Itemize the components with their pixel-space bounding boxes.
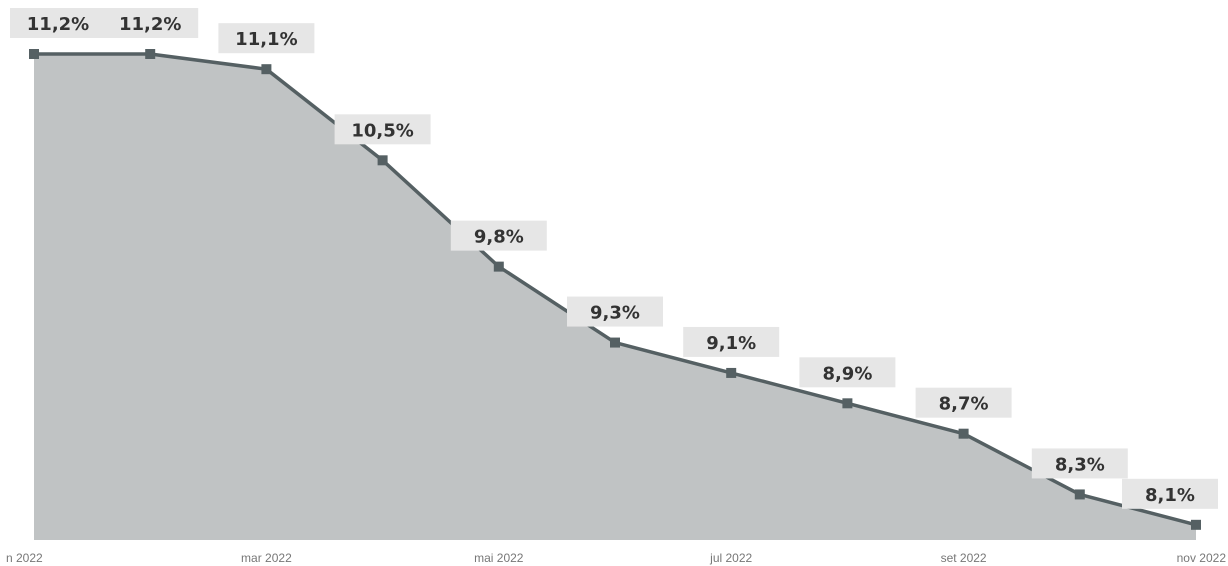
data-point-marker (493, 261, 504, 272)
data-label-text: 8,7% (939, 394, 989, 415)
data-label: 11,1% (218, 23, 315, 54)
data-label-background (102, 8, 199, 38)
data-point-marker (842, 398, 853, 409)
data-point-marker (377, 155, 388, 166)
x-tick-label: n 2022 (6, 551, 43, 565)
x-tick-label: mai 2022 (474, 551, 524, 565)
data-label: 11,2% (102, 8, 199, 38)
data-label-background (683, 326, 780, 357)
data-label: 8,9% (799, 357, 896, 388)
data-point-marker (145, 49, 156, 59)
data-label: 11,2% (10, 8, 106, 38)
data-label-text: 8,9% (822, 363, 872, 384)
data-label-text: 11,2% (27, 14, 89, 35)
data-markers (29, 49, 1201, 530)
data-label-text: 8,3% (1055, 454, 1105, 475)
data-label: 8,1% (1122, 478, 1218, 509)
data-label-text: 10,5% (351, 120, 413, 141)
data-label: 9,3% (567, 296, 663, 327)
data-label-text: 11,1% (235, 29, 297, 50)
data-point-marker (261, 64, 272, 75)
data-point-marker (958, 428, 969, 439)
data-label-background (218, 23, 315, 54)
x-tick-label: set 2022 (941, 551, 987, 565)
data-label-background (1122, 478, 1218, 509)
data-label-text: 9,1% (706, 333, 756, 354)
data-label: 10,5% (334, 114, 431, 145)
data-label-background (10, 8, 106, 38)
data-point-marker (29, 49, 39, 59)
data-label-text: 9,3% (590, 303, 640, 324)
data-point-marker (726, 367, 737, 378)
data-label-background (1031, 448, 1128, 479)
x-axis-ticks: n 2022 mar 2022 mai 2022 jul 2022 set 2022 no… (6, 551, 1226, 565)
data-label-background (567, 296, 663, 327)
data-label: 9,8% (450, 220, 547, 251)
data-label-text: 8,1% (1145, 485, 1195, 506)
data-label: 9,1% (683, 326, 780, 357)
data-label: 8,7% (915, 387, 1012, 418)
data-label-background (915, 387, 1012, 418)
data-label: 8,3% (1031, 448, 1128, 479)
data-label-text: 9,8% (474, 227, 524, 248)
data-point-marker (1191, 519, 1201, 530)
data-point-marker (1074, 489, 1085, 500)
x-tick-label: jul 2022 (709, 551, 752, 565)
x-tick-label: nov 2022 (1177, 551, 1227, 565)
data-labels: 11,2% 11,2% 11,1% 10,5% 9,8% 9,3% 9,1% 8,9% 8,7%… (10, 8, 1218, 509)
data-point-marker (610, 337, 620, 348)
data-label-background (450, 220, 547, 251)
x-tick-label: mar 2022 (241, 551, 292, 565)
data-label-background (334, 114, 431, 145)
data-label-text: 11,2% (119, 14, 181, 35)
data-label-background (799, 357, 896, 388)
